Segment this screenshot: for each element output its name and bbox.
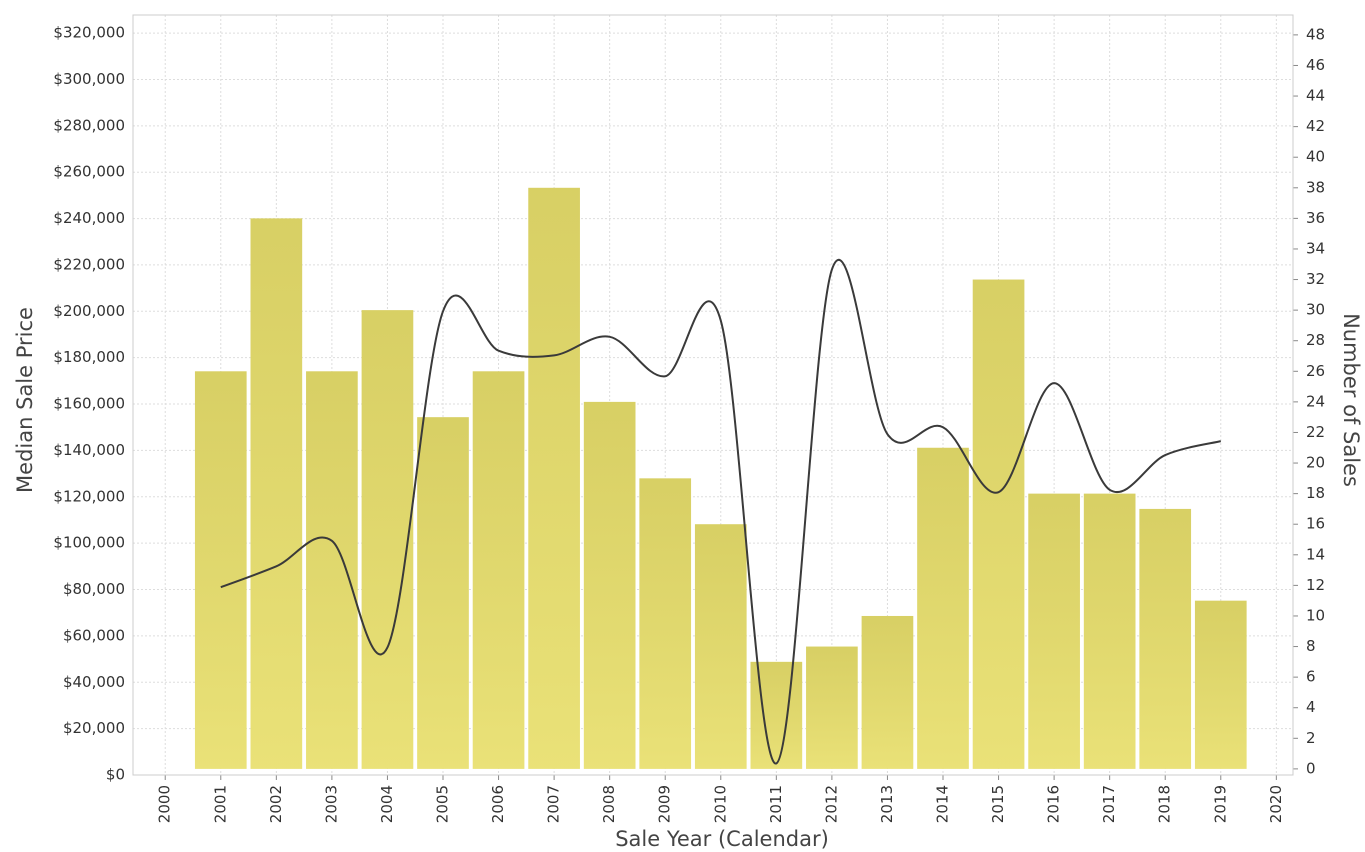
x-tick-label: 2019 — [1211, 785, 1229, 823]
bar-shade — [1083, 493, 1136, 769]
x-tick-label: 2004 — [378, 785, 396, 823]
bar-shade — [1028, 493, 1080, 769]
y-tick-label: $60,000 — [63, 626, 125, 644]
x-tick-label: 2000 — [156, 785, 174, 823]
x-tick-label: 2015 — [989, 785, 1007, 823]
bar-shade — [417, 417, 469, 769]
y-axis-title: Median Sale Price — [13, 307, 37, 493]
y2-tick-label: 14 — [1306, 545, 1325, 563]
bar-shade — [361, 310, 414, 769]
y-tick-label: $320,000 — [53, 24, 125, 42]
y-tick-label: $180,000 — [53, 348, 125, 366]
x-axis-title: Sale Year (Calendar) — [615, 827, 829, 851]
x-tick-label: 2001 — [211, 785, 229, 823]
y2-tick-label: 18 — [1306, 484, 1325, 502]
y2-tick-label: 0 — [1306, 759, 1316, 777]
x-tick-label: 2005 — [434, 785, 452, 823]
y2-tick-label: 4 — [1306, 698, 1316, 716]
y2-tick-label: 42 — [1306, 117, 1325, 135]
y2-tick-label: 44 — [1306, 87, 1325, 105]
x-tick-label: 2003 — [322, 785, 340, 823]
y-tick-label: $260,000 — [53, 163, 125, 181]
x-tick-label: 2011 — [767, 785, 785, 823]
y2-tick-label: 38 — [1306, 178, 1325, 196]
y-tick-label: $240,000 — [53, 209, 125, 227]
y2-tick-label: 36 — [1306, 209, 1325, 227]
x-tick-label: 2016 — [1045, 785, 1063, 823]
y-tick-label: $20,000 — [63, 719, 125, 737]
bar-shade — [639, 478, 692, 769]
y-tick-label: $40,000 — [63, 673, 125, 691]
bar-shade — [806, 646, 858, 769]
bar-shade — [583, 401, 636, 769]
bar-shade — [694, 524, 747, 769]
x-tick-label: 2006 — [489, 785, 507, 823]
y2-tick-label: 22 — [1306, 423, 1325, 441]
y2-tick-label: 6 — [1306, 668, 1316, 686]
x-tick-label: 2012 — [822, 785, 840, 823]
plot-frame — [132, 14, 1294, 776]
y2-tick-label: 30 — [1306, 301, 1325, 319]
y2-tick-label: 16 — [1306, 515, 1325, 533]
y2-tick-label: 8 — [1306, 637, 1316, 655]
y-tick-label: $200,000 — [53, 302, 125, 320]
y-tick-label: $120,000 — [53, 487, 125, 505]
x-tick-label: 2017 — [1100, 785, 1118, 823]
y-tick-label: $0 — [106, 766, 125, 784]
bar-shade — [194, 371, 247, 769]
y-tick-label: $140,000 — [53, 441, 125, 459]
x-tick-label: 2014 — [934, 785, 952, 823]
bar-shade — [250, 218, 303, 769]
bar-shade — [472, 371, 525, 769]
y-tick-label: $160,000 — [53, 395, 125, 413]
x-tick-label: 2009 — [656, 785, 674, 823]
y2-axis-title: Number of Sales — [1339, 313, 1363, 487]
y-tick-label: $80,000 — [63, 580, 125, 598]
bar-shade — [306, 371, 358, 769]
y-tick-label: $100,000 — [53, 534, 125, 552]
y2-tick-label: 26 — [1306, 362, 1325, 380]
x-tick-label: 2007 — [545, 785, 563, 823]
bar-shade — [1194, 600, 1247, 769]
x-tick-label: 2020 — [1267, 785, 1285, 823]
y2-tick-label: 46 — [1306, 56, 1325, 74]
x-tick-label: 2008 — [600, 785, 618, 823]
y-tick-label: $300,000 — [53, 70, 125, 88]
y2-tick-label: 48 — [1306, 25, 1325, 43]
bar-shade — [861, 615, 914, 769]
y-tick-label: $280,000 — [53, 116, 125, 134]
line — [220, 258, 1222, 765]
y2-tick-label: 34 — [1306, 239, 1325, 257]
bar-shade — [1139, 508, 1192, 769]
bar-shade — [528, 187, 580, 769]
x-tick-label: 2002 — [267, 785, 285, 823]
y2-tick-label: 24 — [1306, 392, 1325, 410]
y2-tick-label: 20 — [1306, 454, 1325, 472]
bar-shade — [917, 447, 969, 769]
x-tick-label: 2010 — [711, 785, 729, 823]
x-tick-label: 2018 — [1156, 785, 1174, 823]
y2-tick-label: 2 — [1306, 729, 1316, 747]
y2-tick-label: 12 — [1306, 576, 1325, 594]
y2-tick-label: 32 — [1306, 270, 1325, 288]
bar-shade — [972, 279, 1025, 769]
y2-tick-label: 10 — [1306, 606, 1325, 624]
x-tick-label: 2013 — [878, 785, 896, 823]
y-tick-label: $220,000 — [53, 255, 125, 273]
y2-tick-label: 40 — [1306, 148, 1325, 166]
y2-tick-label: 28 — [1306, 331, 1325, 349]
